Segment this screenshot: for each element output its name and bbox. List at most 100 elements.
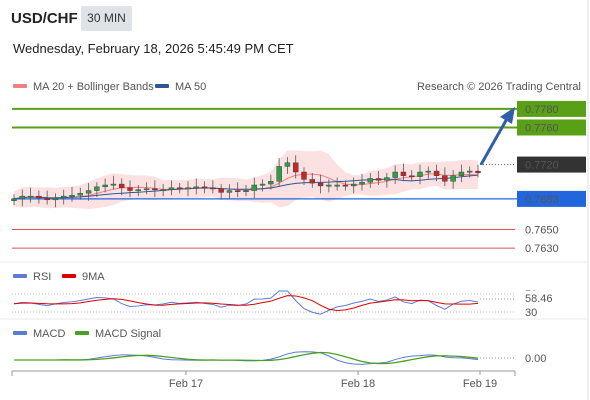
candle-body xyxy=(392,171,398,178)
resistance-badge xyxy=(517,119,586,136)
forecast-arrow xyxy=(479,106,515,166)
price-levels: 0.7780 0.7760 0.7720 0.7683 0.7650 0.7630 xyxy=(12,100,586,255)
candle-body xyxy=(284,162,291,167)
forecast-arrow-head xyxy=(500,106,515,124)
candle-body xyxy=(359,182,365,185)
rsi-ma-line xyxy=(13,295,479,311)
candle-body xyxy=(367,178,373,183)
macd-legend-label: MACD xyxy=(33,328,65,340)
candle-body xyxy=(201,186,208,189)
candle-body xyxy=(342,184,349,187)
ma20-legend-swatch xyxy=(13,84,27,88)
candle-body xyxy=(251,184,257,191)
ma50-legend-swatch xyxy=(155,84,169,88)
candle-body xyxy=(94,186,100,191)
candle-body xyxy=(127,187,133,191)
x-axis: Feb 17 Feb 18 Feb 19 xyxy=(11,370,516,390)
candle-body xyxy=(235,190,241,192)
candle-body xyxy=(351,183,357,187)
candle-body xyxy=(152,188,158,191)
rsi-ma-legend-label: 9MA xyxy=(82,271,105,283)
ma50-legend-label: MA 50 xyxy=(175,81,206,93)
rsi-legend: RSI 9MA xyxy=(13,271,105,283)
candle-body xyxy=(160,189,166,192)
rsi-ma-legend-swatch xyxy=(62,274,76,278)
last-price-badge xyxy=(517,156,586,173)
timestamp: Wednesday, February 18, 2026 5:45:49 PM … xyxy=(13,41,294,56)
candle-body xyxy=(475,170,481,174)
candle-body xyxy=(259,183,266,186)
candle-body xyxy=(417,171,423,177)
forecast-arrow-line xyxy=(479,116,510,166)
macd-legend: MACD MACD Signal xyxy=(13,328,161,340)
candle-body xyxy=(326,184,332,187)
candle-body xyxy=(317,182,324,187)
macd-signal-legend-swatch xyxy=(75,331,89,335)
resistance-badge xyxy=(517,100,586,117)
resistance-label: 0.7780 xyxy=(525,104,559,116)
rsi-legend-swatch xyxy=(13,274,27,278)
candle-body xyxy=(110,183,117,186)
candle-body xyxy=(102,184,108,188)
support-label: 0.7630 xyxy=(525,243,559,255)
candle-body xyxy=(442,175,448,182)
rsi-lower-label: 30 xyxy=(525,307,537,319)
candle-body xyxy=(467,170,473,173)
candle-body xyxy=(210,187,216,190)
chart-header: USD/CHF 30 MIN Wednesday, February 18, 2… xyxy=(0,0,590,70)
candle-body xyxy=(425,170,431,173)
candle-body xyxy=(276,166,282,182)
price-legend: MA 20 + Bollinger Bands MA 50 Research ©… xyxy=(13,81,581,93)
candle-body xyxy=(400,171,407,176)
candle-body xyxy=(193,186,199,189)
rsi-value-bg xyxy=(522,291,558,305)
candle-body xyxy=(168,187,175,190)
timeframe-button[interactable]: 30 MIN xyxy=(81,6,132,31)
candle-body xyxy=(143,188,150,191)
candle-body xyxy=(334,184,340,187)
rsi-value-label: 58.46 xyxy=(525,293,553,305)
candle-body xyxy=(458,171,465,176)
resistance-label: 0.7760 xyxy=(525,122,559,134)
candle-body xyxy=(268,181,274,185)
candle-body xyxy=(450,175,456,182)
macd-value-label: 0.00 xyxy=(525,353,546,365)
candle-body xyxy=(119,183,125,188)
x-tick-label: Feb 19 xyxy=(463,378,497,390)
candlesticks xyxy=(11,155,481,208)
candle-body xyxy=(384,177,390,181)
candle-body xyxy=(433,170,440,176)
x-tick-label: Feb 18 xyxy=(341,378,375,390)
candle-body xyxy=(44,197,50,201)
candle-body xyxy=(243,190,249,192)
candle-body xyxy=(52,197,59,201)
candle-body xyxy=(85,190,92,194)
candle-body xyxy=(27,195,34,198)
candle-body xyxy=(11,198,17,201)
macd-signal-legend-label: MACD Signal xyxy=(95,328,161,340)
x-tick-label: Feb 17 xyxy=(169,378,203,390)
last-price-label: 0.7720 xyxy=(525,160,559,172)
candle-body xyxy=(185,187,191,190)
pivot-badge xyxy=(517,190,586,207)
candle-body xyxy=(177,187,183,190)
candle-body xyxy=(293,162,299,173)
ma20-legend-label: MA 20 + Bollinger Bands xyxy=(33,81,154,93)
candle-body xyxy=(135,189,141,192)
candle-body xyxy=(226,190,233,193)
candle-body xyxy=(301,171,307,180)
candle-body xyxy=(36,195,42,199)
candle-body xyxy=(19,195,25,200)
candle-body xyxy=(309,179,315,184)
candle-body xyxy=(61,195,67,199)
macd-line xyxy=(14,351,479,365)
pivot-label: 0.7683 xyxy=(525,194,559,206)
rsi-legend-label: RSI xyxy=(33,271,51,283)
macd-legend-swatch xyxy=(13,331,27,335)
support-label: 0.7650 xyxy=(525,225,559,237)
bollinger-band xyxy=(14,150,478,209)
macd-signal-line xyxy=(14,351,479,365)
source-credit: Research © 2026 Trading Central xyxy=(417,81,581,93)
candle-body xyxy=(218,188,224,193)
